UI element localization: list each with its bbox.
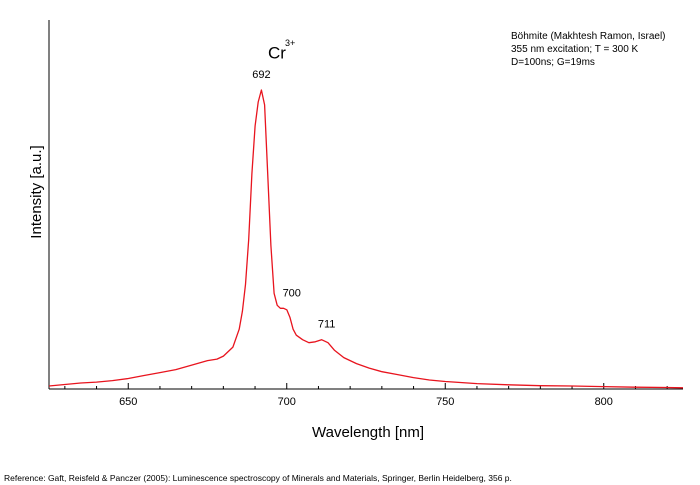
axes	[48, 20, 683, 390]
ion-label: Cr3+	[268, 38, 296, 63]
x-tick-label: 800	[595, 396, 613, 408]
info-line-excitation: 355 nm excitation; T = 300 K	[511, 44, 639, 55]
x-tick-labels: 650 700 750 800	[119, 396, 613, 408]
x-tick-label: 700	[278, 396, 296, 408]
spectrum-line	[48, 89, 684, 389]
info-line-gate: D=100ns; G=19ms	[511, 57, 595, 68]
peak-label: 700	[283, 287, 301, 299]
y-axis-label: Intensity [a.u.]	[28, 145, 45, 238]
ion-label-charge: 3+	[284, 38, 296, 48]
peak-labels: 692 700 711	[252, 69, 335, 331]
x-axis-label: Wavelength [nm]	[312, 424, 424, 441]
peak-label: 692	[252, 69, 270, 81]
reference-citation: Reference: Gaft, Reisfeld & Panczer (200…	[4, 473, 512, 483]
x-tick-label: 650	[119, 396, 137, 408]
x-ticks	[64, 383, 668, 389]
info-line-sample: Böhmite (Makhtesh Ramon, Israel)	[511, 31, 666, 42]
peak-label: 711	[318, 319, 336, 331]
ion-label-base: Cr	[268, 43, 286, 63]
series-layer	[48, 89, 684, 389]
x-tick-label: 750	[436, 396, 454, 408]
